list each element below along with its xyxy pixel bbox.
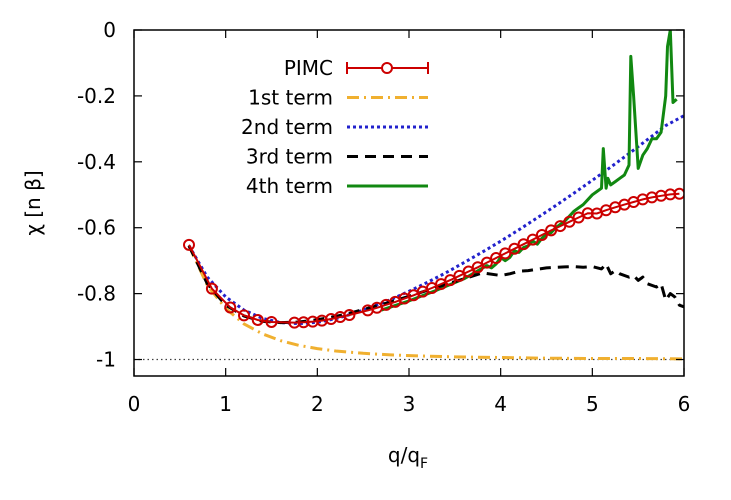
legend-swatch-pimc — [381, 62, 393, 74]
y-tick-label: 0 — [103, 18, 116, 42]
data-point-pimc — [471, 261, 484, 274]
legend-label-2nd-term: 2nd term — [241, 115, 333, 139]
x-tick-label: 1 — [219, 392, 232, 416]
legend: PIMC 1st term 2nd term 3rd term 4th term — [241, 56, 429, 198]
data-point-pimc — [508, 242, 521, 255]
data-point-pimc — [238, 309, 250, 322]
series-line-4th-term — [381, 30, 678, 312]
data-point-pimc — [205, 282, 218, 295]
data-point-pimc — [673, 187, 684, 200]
legend-label-1st-term: 1st term — [248, 86, 333, 110]
legend-label-pimc: PIMC — [284, 56, 333, 80]
y-tick-label: -0.6 — [77, 216, 116, 240]
y-tick-label: -0.4 — [77, 150, 116, 174]
data-point-pimc — [265, 315, 278, 328]
legend-label-4th-term: 4th term — [246, 174, 333, 198]
series-layer — [183, 30, 684, 361]
y-tick-label: -1 — [96, 348, 116, 372]
y-tick-label: -0.2 — [77, 84, 116, 108]
x-axis-title: q/qF — [388, 443, 428, 472]
data-point-pimc — [499, 247, 512, 260]
data-point-pimc — [224, 301, 237, 314]
y-axis-title: χ [n β] — [21, 170, 45, 235]
data-point-pimc — [535, 228, 548, 241]
x-tick-label: 2 — [311, 392, 324, 416]
data-point-pimc — [183, 238, 195, 251]
x-tick-label: 4 — [494, 392, 507, 416]
series-line-1st-term — [187, 245, 684, 361]
legend-label-3rd-term: 3rd term — [246, 145, 333, 169]
x-tick-label: 0 — [128, 392, 141, 416]
x-tick-label: 5 — [586, 392, 599, 416]
data-point-pimc — [490, 252, 503, 265]
tick-layer: 0 1 2 3 4 5 6 -1 -0.8 -0.6 -0.4 -0.2 0 — [77, 18, 690, 416]
series-line-2nd-term — [187, 114, 684, 326]
data-point-pimc — [343, 309, 356, 322]
plot-frame — [133, 29, 685, 377]
x-tick-label: 3 — [403, 392, 416, 416]
data-point-pimc — [526, 233, 539, 246]
series-line-pimc — [188, 192, 680, 324]
data-point-pimc — [480, 256, 493, 269]
x-tick-label: 6 — [678, 392, 691, 416]
y-tick-label: -0.8 — [77, 282, 116, 306]
data-point-pimc — [251, 313, 264, 326]
data-point-pimc — [517, 238, 530, 251]
series-line-3rd-term — [187, 245, 684, 325]
